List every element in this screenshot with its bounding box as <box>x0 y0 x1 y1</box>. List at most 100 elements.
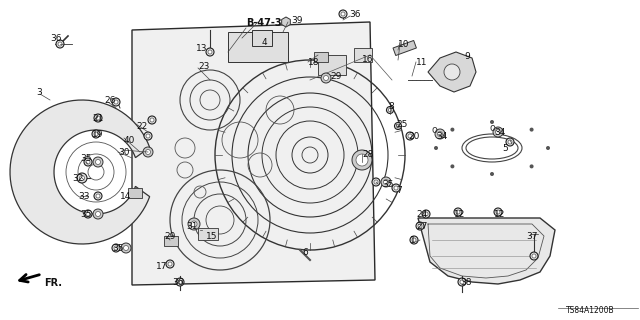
Circle shape <box>546 146 550 150</box>
Text: 9: 9 <box>464 52 470 61</box>
Circle shape <box>435 129 445 139</box>
Text: 26: 26 <box>104 96 115 105</box>
Circle shape <box>208 50 212 54</box>
Text: 25: 25 <box>396 120 408 129</box>
Circle shape <box>144 132 152 140</box>
Circle shape <box>396 124 400 128</box>
Circle shape <box>56 40 64 48</box>
Text: 34: 34 <box>494 128 506 137</box>
Text: 35: 35 <box>112 244 124 253</box>
Polygon shape <box>282 17 291 27</box>
Circle shape <box>530 252 538 260</box>
Circle shape <box>454 208 462 216</box>
Bar <box>198 228 218 240</box>
Text: B-47-3: B-47-3 <box>246 18 282 28</box>
Circle shape <box>410 236 418 244</box>
Circle shape <box>84 158 92 166</box>
Circle shape <box>451 128 454 132</box>
Circle shape <box>150 118 154 122</box>
Text: 1: 1 <box>410 236 416 245</box>
Circle shape <box>58 42 62 46</box>
Circle shape <box>372 178 380 186</box>
Circle shape <box>96 194 100 198</box>
Bar <box>393 40 417 55</box>
Text: 29: 29 <box>330 72 341 81</box>
Text: 33: 33 <box>78 192 90 201</box>
Text: 36: 36 <box>349 10 360 19</box>
Circle shape <box>323 76 328 81</box>
Text: 29: 29 <box>164 232 175 241</box>
Bar <box>252 30 272 46</box>
Text: 13: 13 <box>196 44 207 53</box>
Circle shape <box>532 254 536 258</box>
Circle shape <box>188 218 200 230</box>
Circle shape <box>79 175 84 180</box>
Circle shape <box>95 212 100 217</box>
Text: 4: 4 <box>262 38 268 47</box>
Circle shape <box>416 222 424 230</box>
Circle shape <box>93 209 103 219</box>
Bar <box>228 32 288 62</box>
Circle shape <box>434 146 438 150</box>
Circle shape <box>406 132 414 140</box>
Circle shape <box>494 208 502 216</box>
Text: 8: 8 <box>388 102 394 111</box>
Text: 12: 12 <box>454 210 465 219</box>
Circle shape <box>112 98 120 106</box>
Circle shape <box>418 224 422 228</box>
Text: 28: 28 <box>362 150 373 159</box>
Text: 12: 12 <box>494 210 506 219</box>
Circle shape <box>86 212 90 216</box>
Circle shape <box>176 278 184 286</box>
Text: 27: 27 <box>416 222 428 231</box>
Circle shape <box>451 164 454 168</box>
Circle shape <box>424 212 428 216</box>
Circle shape <box>460 280 464 284</box>
Text: 23: 23 <box>198 62 209 71</box>
Circle shape <box>458 278 466 286</box>
Circle shape <box>456 210 460 214</box>
Text: 34: 34 <box>436 132 447 141</box>
Circle shape <box>94 132 98 136</box>
Text: 35: 35 <box>382 180 394 189</box>
Circle shape <box>490 172 494 176</box>
Circle shape <box>114 246 118 250</box>
Circle shape <box>508 140 512 144</box>
Circle shape <box>146 134 150 138</box>
Text: 19: 19 <box>92 130 104 139</box>
Circle shape <box>178 280 182 284</box>
Circle shape <box>506 138 514 146</box>
Circle shape <box>387 107 394 114</box>
Text: 20: 20 <box>408 132 419 141</box>
Bar <box>128 188 142 198</box>
Circle shape <box>191 221 197 227</box>
Bar <box>314 52 328 62</box>
Text: 36: 36 <box>50 34 61 43</box>
Circle shape <box>412 238 416 242</box>
Circle shape <box>321 73 331 83</box>
Circle shape <box>408 134 412 138</box>
Circle shape <box>145 149 150 155</box>
Circle shape <box>121 243 131 253</box>
Text: 22: 22 <box>136 122 147 131</box>
Circle shape <box>166 260 174 268</box>
Circle shape <box>95 159 100 164</box>
Circle shape <box>490 120 494 124</box>
Text: TS84A1200B: TS84A1200B <box>566 306 614 315</box>
Text: 32: 32 <box>72 174 83 183</box>
Text: o: o <box>431 125 437 135</box>
Text: 30: 30 <box>118 148 129 157</box>
Circle shape <box>356 154 368 166</box>
Text: 37: 37 <box>526 232 538 241</box>
Circle shape <box>168 262 172 266</box>
Circle shape <box>92 130 100 138</box>
Circle shape <box>77 173 87 183</box>
Circle shape <box>112 244 120 252</box>
Circle shape <box>206 48 214 56</box>
Circle shape <box>394 123 401 130</box>
Text: 16: 16 <box>362 55 374 64</box>
Circle shape <box>383 180 388 185</box>
Text: 31: 31 <box>186 222 198 231</box>
Polygon shape <box>418 218 555 284</box>
Circle shape <box>394 186 398 190</box>
